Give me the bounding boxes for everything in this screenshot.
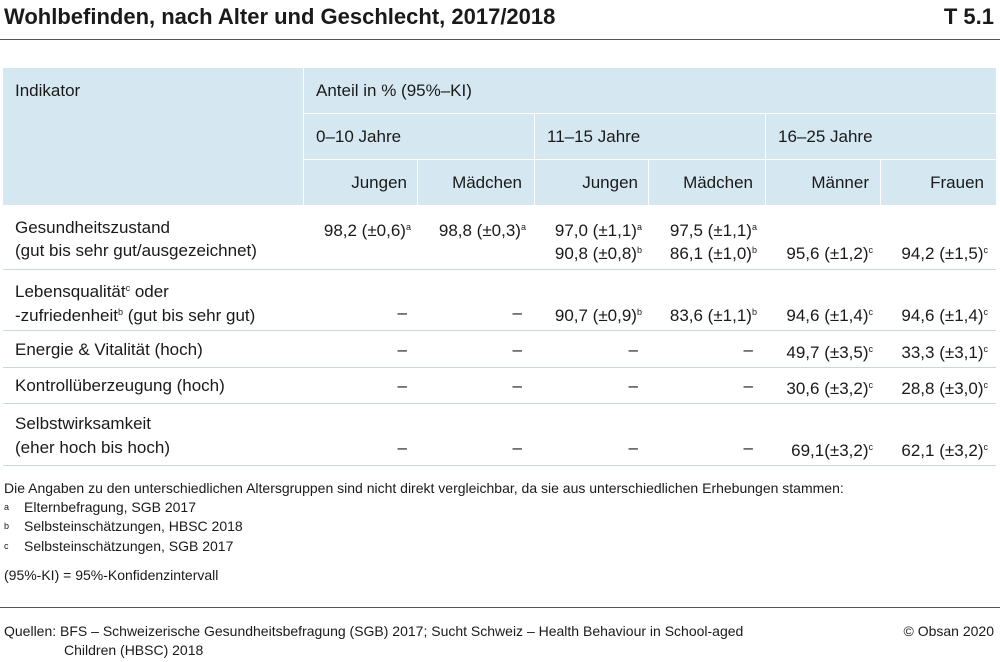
header-divider: [880, 160, 881, 205]
row-divider: [3, 465, 996, 466]
table-cell: 98,2 (±0,6)a: [323, 221, 411, 240]
table-cell: –: [628, 376, 638, 395]
table-cell: 83,6 (±1,1)b: [669, 306, 757, 325]
table-cell: –: [397, 340, 407, 359]
table-cell: 98,8 (±0,3)a: [438, 221, 526, 240]
header-share: Anteil in % (95%–KI): [316, 81, 472, 100]
table-cell: –: [397, 376, 407, 395]
footnote: b Selbsteinschätzungen, HBSC 2018: [4, 518, 243, 534]
row-divider: [3, 269, 996, 270]
footer-rule: [0, 607, 1000, 608]
table-cell: –: [512, 340, 522, 359]
table-cell: 97,5 (±1,1)a: [669, 221, 757, 240]
row-label: Kontrollüberzeugung (hoch): [15, 376, 225, 395]
table-cell: –: [512, 438, 522, 457]
header-age-group: 0–10 Jahre: [316, 127, 402, 146]
page-title: Wohlbefinden, nach Alter und Geschlecht,…: [4, 4, 556, 29]
header-sex: Jungen: [582, 173, 638, 192]
table-cell: 62,1 (±3,2)c: [901, 441, 988, 460]
table-cell: 94,6 (±1,4)c: [901, 306, 988, 325]
title-rule: [0, 39, 1000, 40]
header-sex: Mädchen: [683, 173, 753, 192]
table-header: [3, 68, 996, 205]
copyright: © Obsan 2020: [903, 623, 995, 639]
row-label: Selbstwirksamkeit: [15, 414, 152, 433]
table-cell: 28,8 (±3,0)c: [901, 379, 988, 398]
footnote: a Elternbefragung, SGB 2017: [4, 499, 197, 515]
comparability-note: Die Angaben zu den unterschiedlichen Alt…: [4, 480, 844, 496]
row-label: (gut bis sehr gut/ausgezeichnet): [15, 241, 257, 260]
row-divider: [3, 403, 996, 404]
table-cell: –: [397, 438, 407, 457]
row-label: -zufriedenheitb (gut bis sehr gut): [15, 306, 256, 325]
row-divider: [3, 367, 996, 368]
table-cell: –: [743, 340, 753, 359]
table-cell: –: [743, 438, 753, 457]
table-id: T 5.1: [943, 4, 994, 29]
ci-definition: (95%-KI) = 95%-Konfidenzintervall: [4, 567, 219, 583]
row-label: Gesundheitszustand: [15, 218, 170, 237]
header-sex: Männer: [811, 173, 869, 192]
row-divider: [3, 330, 996, 331]
table-cell: 86,1 (±1,0)b: [669, 244, 757, 263]
table-cell: 94,2 (±1,5)c: [901, 244, 988, 263]
table-cell: 90,8 (±0,8)b: [554, 244, 642, 263]
row-label: Energie & Vitalität (hoch): [15, 340, 203, 359]
header-indicator: Indikator: [15, 81, 81, 100]
header-divider: [417, 160, 418, 205]
table-cell: 90,7 (±0,9)b: [554, 306, 642, 325]
table-cell: –: [743, 376, 753, 395]
header-divider: [303, 113, 996, 114]
table-cell: 95,6 (±1,2)c: [786, 244, 873, 263]
row-label: (eher hoch bis hoch): [15, 438, 170, 457]
table-cell: 30,6 (±3,2)c: [786, 379, 873, 398]
sources: Quellen: BFS – Schweizerische Gesundheit…: [4, 623, 744, 639]
table-cell: 97,0 (±1,1)a: [554, 221, 642, 240]
table-cell: –: [512, 376, 522, 395]
table-cell: 49,7 (±3,5)c: [786, 343, 873, 362]
header-sex: Frauen: [930, 173, 984, 192]
table-cell: 69,1(±3,2)c: [791, 441, 873, 460]
sources-continued: Children (HBSC) 2018: [64, 642, 204, 658]
header-divider: [648, 160, 649, 205]
table-cell: 33,3 (±3,1)c: [901, 343, 988, 362]
header-divider: [303, 68, 304, 205]
table-cell: 94,6 (±1,4)c: [786, 306, 873, 325]
header-divider: [303, 159, 996, 160]
table-cell: –: [628, 340, 638, 359]
table-cell: –: [512, 303, 522, 322]
header-sex: Mädchen: [452, 173, 522, 192]
header-age-group: 11–15 Jahre: [547, 127, 641, 146]
header-age-group: 16–25 Jahre: [778, 127, 873, 146]
header-sex: Jungen: [351, 173, 407, 192]
table-cell: –: [397, 303, 407, 322]
table-cell: –: [628, 438, 638, 457]
footnote: c Selbsteinschätzungen, SGB 2017: [4, 538, 234, 554]
row-label: Lebensqualitätc oder: [15, 282, 169, 301]
